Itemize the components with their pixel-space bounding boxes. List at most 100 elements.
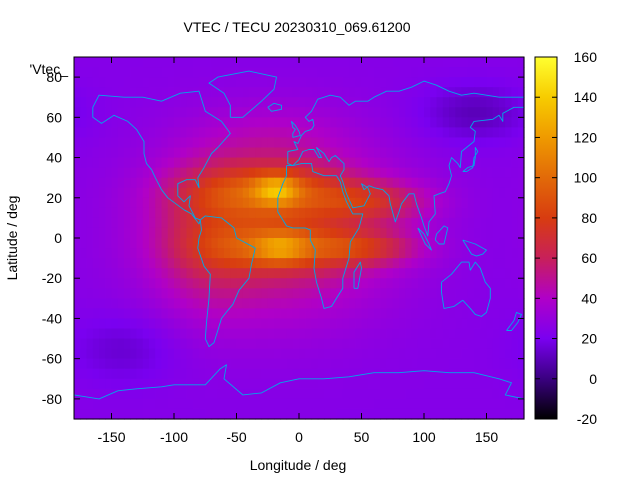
heatmap-cell xyxy=(167,288,175,299)
colorbar-tick-label: 100 xyxy=(574,170,598,186)
heatmap-cell xyxy=(392,157,400,169)
heatmap-cell xyxy=(74,207,81,219)
heatmap-cell xyxy=(367,117,375,128)
heatmap-cell xyxy=(274,67,281,78)
heatmap-cell xyxy=(217,348,225,360)
heatmap-cell xyxy=(142,238,150,249)
heatmap-cell xyxy=(199,368,206,380)
heatmap-cell xyxy=(342,137,350,149)
heatmap-cell xyxy=(205,238,213,249)
heatmap-cell xyxy=(161,167,169,179)
heatmap-cell xyxy=(386,207,394,219)
heatmap-cell xyxy=(236,167,244,179)
heatmap-cell xyxy=(155,358,163,370)
heatmap-cell xyxy=(330,127,338,139)
heatmap-cell xyxy=(417,408,425,420)
heatmap-cell xyxy=(486,348,494,360)
heatmap-cell xyxy=(149,348,156,360)
heatmap-cell xyxy=(349,258,356,269)
heatmap-cell xyxy=(392,368,400,380)
heatmap-cell xyxy=(105,388,113,400)
heatmap-cell xyxy=(511,187,519,199)
heatmap-cell xyxy=(399,318,406,330)
heatmap-cell xyxy=(261,308,269,320)
heatmap-cell xyxy=(442,378,450,390)
heatmap-cell xyxy=(330,147,338,159)
heatmap-cell xyxy=(386,147,394,159)
heatmap-cell xyxy=(149,238,156,249)
heatmap-cell xyxy=(224,117,231,128)
heatmap-cell xyxy=(511,378,519,390)
heatmap-cell xyxy=(286,378,294,390)
heatmap-cell xyxy=(280,217,288,229)
heatmap-cell xyxy=(417,187,425,199)
heatmap-cell xyxy=(299,117,306,128)
heatmap-cell xyxy=(299,378,306,390)
heatmap-cell xyxy=(92,268,100,279)
heatmap-cell xyxy=(417,57,425,68)
heatmap-cell xyxy=(474,258,481,269)
heatmap-cell xyxy=(167,127,175,139)
heatmap-cell xyxy=(292,318,300,330)
heatmap-cell xyxy=(255,408,263,420)
heatmap-cell xyxy=(124,177,131,189)
heatmap-cell xyxy=(317,248,325,259)
heatmap-cell xyxy=(80,157,88,169)
heatmap-cell xyxy=(217,107,225,118)
heatmap-cell xyxy=(92,147,100,159)
heatmap-cell xyxy=(230,318,238,330)
heatmap-cell xyxy=(230,197,238,209)
heatmap-cell xyxy=(211,187,219,199)
heatmap-cell xyxy=(399,157,406,169)
heatmap-cell xyxy=(324,288,331,299)
heatmap-cell xyxy=(480,328,488,340)
heatmap-cell xyxy=(467,97,475,108)
heatmap-cell xyxy=(386,338,394,350)
heatmap-cell xyxy=(417,127,425,139)
heatmap-cell xyxy=(274,328,281,340)
heatmap-cell xyxy=(474,127,481,139)
y-tick-label: 20 xyxy=(46,190,62,206)
heatmap-cell xyxy=(461,57,469,68)
heatmap-cell xyxy=(180,107,188,118)
heatmap-cell xyxy=(436,328,444,340)
heatmap-cell xyxy=(155,398,163,410)
heatmap-cell xyxy=(367,147,375,159)
heatmap-cell xyxy=(80,278,88,289)
heatmap-cell xyxy=(192,177,200,189)
heatmap-cell xyxy=(467,318,475,330)
heatmap-cell xyxy=(442,308,450,320)
heatmap-cell xyxy=(99,398,106,410)
heatmap-cell xyxy=(317,358,325,370)
heatmap-cell xyxy=(405,167,413,179)
heatmap-cell xyxy=(105,77,113,88)
heatmap-cell xyxy=(436,408,444,420)
heatmap-cell xyxy=(86,368,94,380)
heatmap-cell xyxy=(430,288,438,299)
heatmap-cell xyxy=(174,338,181,350)
heatmap-cell xyxy=(267,328,275,340)
heatmap-cell xyxy=(380,398,388,410)
heatmap-cell xyxy=(424,197,431,209)
heatmap-cell xyxy=(124,107,131,118)
heatmap-cell xyxy=(417,318,425,330)
heatmap-cell xyxy=(205,217,213,229)
heatmap-cell xyxy=(405,348,413,360)
heatmap-cell xyxy=(236,258,244,269)
heatmap-cell xyxy=(336,358,344,370)
heatmap-cell xyxy=(117,137,125,149)
heatmap-cell xyxy=(424,147,431,159)
heatmap-cell xyxy=(186,167,194,179)
heatmap-cell xyxy=(124,238,131,249)
heatmap-cell xyxy=(380,348,388,360)
heatmap-cell xyxy=(455,328,463,340)
heatmap-cell xyxy=(411,328,419,340)
heatmap-cell xyxy=(174,328,181,340)
heatmap-cell xyxy=(330,57,338,68)
heatmap-cell xyxy=(80,348,88,360)
heatmap-cell xyxy=(405,298,413,309)
heatmap-cell xyxy=(192,378,200,390)
heatmap-cell xyxy=(80,107,88,118)
heatmap-cell xyxy=(317,127,325,139)
